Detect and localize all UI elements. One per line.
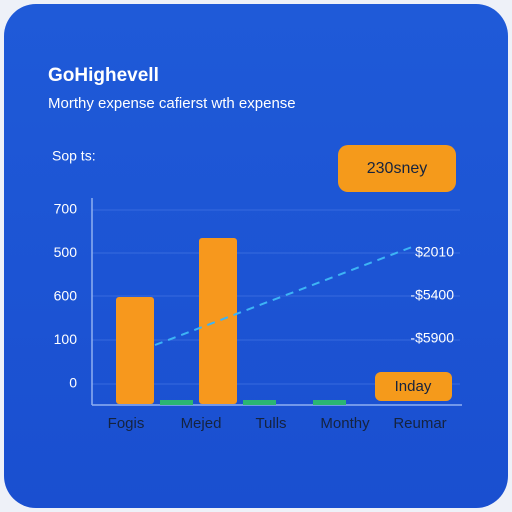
left-label: 500 bbox=[54, 244, 78, 260]
left-label: 600 bbox=[54, 288, 78, 304]
section-label: Sop ts: bbox=[52, 148, 96, 164]
button[interactable] bbox=[375, 372, 452, 401]
badge bbox=[338, 145, 456, 192]
labels: 700 500 600 100 0 $2010 -$5400 -$5900 Fogis Mejed… bbox=[54, 201, 455, 432]
category-label: Tulls bbox=[255, 415, 286, 432]
bar-small bbox=[243, 400, 276, 405]
trend-line bbox=[154, 246, 413, 346]
right-label: -$5400 bbox=[410, 287, 454, 303]
subtitle: Morthy expense cafierst wth expense bbox=[48, 95, 296, 112]
badge-text: 230sney bbox=[367, 160, 428, 177]
category-label: Fogis bbox=[108, 415, 145, 432]
bar bbox=[116, 297, 154, 404]
category-label: Monthy bbox=[320, 415, 370, 432]
left-label: 700 bbox=[54, 201, 78, 217]
button-text[interactable]: Inday bbox=[395, 378, 432, 395]
title: GoHighevell bbox=[48, 65, 159, 86]
left-label: 100 bbox=[54, 331, 78, 347]
right-label: $2010 bbox=[415, 244, 454, 260]
bar-small bbox=[313, 400, 346, 405]
bar bbox=[199, 238, 237, 404]
right-label: -$5900 bbox=[410, 330, 454, 346]
category-label: Mejed bbox=[181, 415, 222, 432]
bar-small bbox=[160, 400, 193, 405]
category-label: Reumar bbox=[393, 415, 446, 432]
left-label: 0 bbox=[69, 375, 77, 391]
